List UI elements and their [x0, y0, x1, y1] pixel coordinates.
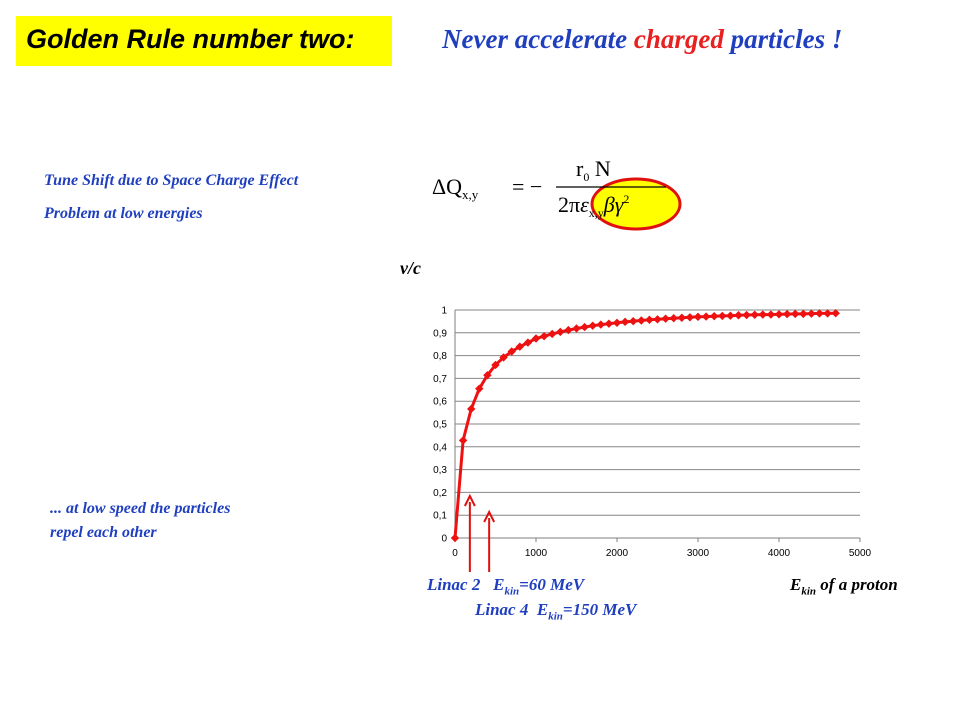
y-tick-label: 0,1	[433, 511, 447, 522]
tune-shift-note: Tune Shift due to Space Charge Effect	[44, 172, 299, 189]
data-point-marker	[483, 371, 492, 380]
data-point-marker	[701, 312, 711, 321]
y-tick-label: 0,4	[433, 442, 447, 453]
data-point-marker	[750, 310, 759, 319]
low-energy-note: Problem at low energies	[44, 205, 203, 222]
data-point-marker	[596, 320, 605, 329]
velocity-chart: 0 0,1 0,2 0,3 0,4 0,5 0,6 0,7 0,8 0,9 1 0 1000 2000 3…	[433, 306, 871, 560]
subtitle-charged-word: charged	[633, 24, 724, 54]
data-point-marker	[815, 309, 824, 318]
data-point-marker	[799, 309, 808, 319]
y-axis-label: v/c	[400, 258, 421, 278]
title-highlight-box	[16, 16, 392, 66]
x-tick-label: 3000	[687, 548, 710, 559]
data-point-marker	[677, 313, 686, 322]
formula-denominator: 2πεx,yβγ2	[558, 192, 629, 220]
y-tick-label: 1	[441, 306, 447, 317]
series-line	[453, 311, 836, 539]
velocity-series	[450, 308, 840, 543]
data-point-marker	[507, 347, 516, 356]
y-tick-label: 0,9	[433, 328, 447, 339]
beta-gamma-highlight	[590, 177, 682, 231]
y-tick-label: 0,5	[433, 420, 447, 431]
formula-lhs: ΔQx,y	[432, 174, 479, 202]
data-point-marker	[774, 310, 784, 319]
data-point-marker	[726, 311, 735, 320]
data-point-marker	[548, 329, 557, 339]
data-point-marker	[791, 309, 800, 319]
data-point-marker	[588, 321, 597, 330]
data-point-marker	[742, 310, 751, 320]
formula-equals: = −	[512, 174, 542, 199]
x-axis-label: Ekin of a proton	[790, 575, 898, 598]
data-point-marker	[450, 533, 460, 543]
slide-subtitle: Never accelerate charged particles !	[442, 24, 842, 55]
y-tick-label: 0,3	[433, 465, 447, 476]
x-tick-label: 4000	[768, 548, 791, 559]
data-point-marker	[531, 334, 541, 343]
linac2-label: Linac 2 Ekin=60 MeV	[427, 575, 585, 598]
y-tick-labels: 0 0,1 0,2 0,3 0,4 0,5 0,6 0,7 0,8 0,9 1	[433, 306, 447, 545]
data-point-marker	[645, 315, 654, 325]
data-point-marker	[458, 436, 468, 445]
data-point-marker	[580, 322, 589, 332]
data-point-marker	[693, 312, 703, 322]
x-tick-label: 0	[452, 548, 458, 559]
data-point-marker	[604, 319, 614, 328]
data-point-marker	[612, 318, 622, 327]
data-point-marker	[499, 353, 508, 362]
low-speed-note-line1: ... at low speed the particles	[50, 500, 231, 517]
data-point-marker	[807, 309, 816, 318]
slide-title: Golden Rule number two:	[26, 24, 355, 54]
y-tick-label: 0,6	[433, 397, 447, 408]
data-point-marker	[661, 314, 670, 323]
data-point-marker	[758, 310, 767, 319]
y-tick-label: 0,8	[433, 351, 447, 362]
subtitle-part-1: Never accelerate	[442, 24, 634, 54]
data-point-marker	[467, 404, 476, 414]
data-point-marker	[669, 314, 678, 323]
data-point-marker	[491, 360, 500, 370]
data-point-marker	[710, 311, 719, 321]
data-point-marker	[734, 311, 743, 320]
y-tick-label: 0,7	[433, 374, 447, 385]
x-tick-label: 2000	[606, 548, 629, 559]
data-point-marker	[572, 324, 581, 333]
data-point-marker	[823, 309, 832, 318]
formula-numerator: r0 N	[576, 156, 611, 184]
data-point-marker	[685, 313, 695, 322]
tune-shift-formula: ΔQx,y = − r0 N 2πεx,yβγ2	[432, 156, 682, 231]
data-point-marker	[718, 311, 727, 321]
data-point-marker	[475, 384, 484, 393]
y-tick-label: 0	[441, 534, 447, 545]
subtitle-part-2: particles !	[723, 24, 843, 54]
data-point-marker	[629, 316, 638, 326]
data-point-marker	[556, 327, 565, 337]
data-point-marker	[766, 310, 776, 319]
x-tick-label: 5000	[849, 548, 872, 559]
chart-gridlines	[454, 309, 861, 542]
data-point-marker	[782, 309, 792, 319]
low-speed-note-line2: repel each other	[50, 524, 157, 541]
y-tick-label: 0,2	[433, 488, 447, 499]
linac4-label: Linac 4 Ekin=150 MeV	[475, 600, 637, 623]
x-tick-labels: 0 1000 2000 3000 4000 5000	[452, 548, 871, 559]
data-point-marker	[620, 317, 630, 327]
data-point-marker	[637, 316, 646, 325]
data-point-marker	[653, 315, 662, 324]
x-tick-label: 1000	[525, 548, 548, 559]
